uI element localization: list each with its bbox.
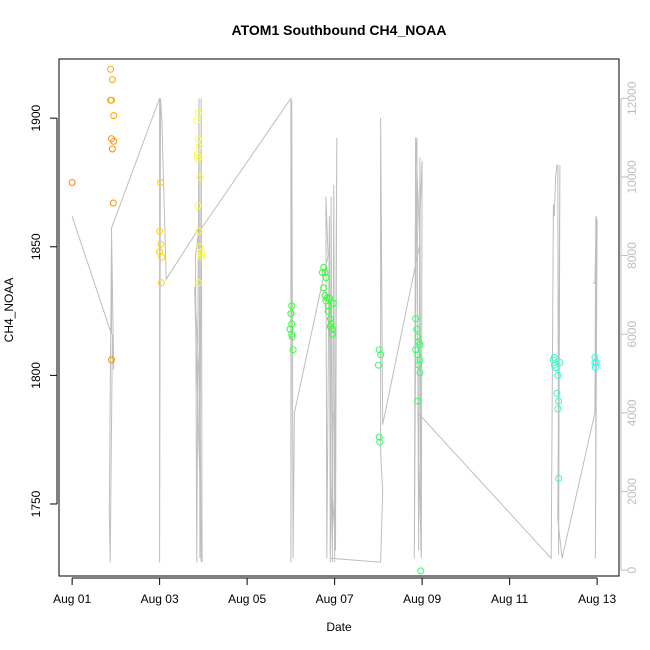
- data-point-12: [156, 227, 164, 235]
- data-point-71: [417, 567, 425, 575]
- data-point-85: [591, 364, 599, 372]
- data-point-5: [110, 112, 118, 120]
- data-point-55: [325, 294, 333, 302]
- data-point-82: [550, 353, 558, 361]
- data-point-59: [375, 433, 383, 441]
- y2-tick-label-2: 4000: [625, 399, 639, 426]
- data-point-17: [194, 109, 202, 117]
- data-point-61: [412, 315, 420, 323]
- data-point-0: [68, 179, 76, 186]
- x-tick-label-6: Aug 13: [578, 592, 616, 606]
- y-tick-label-0: 1750: [29, 490, 43, 517]
- data-point-20: [195, 143, 203, 150]
- data-point-72: [416, 341, 424, 348]
- data-point-48: [326, 315, 334, 323]
- data-point-40: [321, 269, 329, 276]
- x-tick-label-0: Aug 01: [53, 592, 91, 606]
- data-point-75: [552, 364, 560, 372]
- y2-tick-label-3: 6000: [625, 321, 639, 348]
- data-point-56: [375, 346, 383, 354]
- data-point-52: [328, 330, 336, 338]
- data-point-32: [288, 302, 296, 310]
- x-tick-label-2: Aug 05: [228, 592, 266, 606]
- data-point-25: [194, 202, 202, 210]
- y2-tick-label-5: 10000: [625, 160, 639, 194]
- data-point-8: [108, 145, 116, 153]
- data-point-67: [416, 356, 424, 364]
- data-point-38: [289, 346, 297, 354]
- data-point-62: [413, 325, 421, 333]
- y2-tick-label-4: 8000: [625, 242, 639, 269]
- data-point-36: [288, 330, 296, 338]
- data-point-1: [107, 65, 115, 73]
- data-point-70: [414, 397, 422, 405]
- data-point-23: [194, 155, 202, 163]
- data-point-81: [555, 474, 563, 482]
- data-point-30: [197, 253, 205, 261]
- data-point-27: [196, 243, 204, 251]
- data-point-57: [377, 351, 385, 359]
- x-tick-label-1: Aug 03: [141, 592, 179, 606]
- data-point-77: [553, 389, 561, 397]
- axes-layer: Aug 01 Aug 03 Aug 05 Aug 07 Aug 09 Aug 11 Aug …: [29, 58, 639, 606]
- data-point-16: [157, 279, 165, 287]
- data-point-13: [157, 240, 165, 248]
- data-point-79: [554, 405, 562, 413]
- data-point-51: [329, 299, 337, 307]
- chart-title: ATOM1 Southbound CH4_NOAA: [232, 22, 447, 38]
- data-point-33: [287, 310, 295, 318]
- data-point-3: [108, 76, 116, 84]
- x-tick-label-5: Aug 11: [491, 592, 528, 606]
- data-point-63: [414, 333, 422, 341]
- data-point-37: [288, 333, 296, 341]
- data-point-60: [376, 438, 384, 446]
- y-tick-label-1: 1800: [29, 362, 43, 389]
- data-point-58: [374, 361, 382, 369]
- data-point-54: [323, 294, 331, 302]
- data-point-7: [110, 137, 118, 145]
- y-tick-label-2: 1850: [29, 233, 43, 260]
- y2-tick-label-0: 0: [625, 566, 639, 573]
- y2-tick-label-6: 12000: [625, 81, 639, 115]
- data-point-76: [554, 371, 562, 379]
- data-point-19: [194, 135, 202, 143]
- x-axis-label: Date: [326, 620, 352, 634]
- data-point-43: [320, 284, 328, 292]
- x-tick-label-4: Aug 09: [403, 592, 441, 606]
- y-tick-label-3: 1900: [29, 104, 43, 131]
- data-point-11: [157, 179, 164, 186]
- data-point-80: [556, 359, 564, 366]
- plot-layer: [68, 65, 600, 575]
- data-point-31: [195, 279, 203, 287]
- x-tick-label-3: Aug 07: [316, 592, 354, 606]
- series-line-secondary: [71, 96, 598, 563]
- data-point-18: [193, 117, 201, 125]
- data-point-39: [320, 263, 328, 271]
- data-point-86: [591, 359, 599, 366]
- data-point-4: [108, 96, 115, 104]
- data-point-26: [195, 227, 203, 235]
- data-point-42: [318, 269, 326, 276]
- data-point-24: [196, 173, 204, 181]
- data-point-78: [555, 397, 563, 405]
- data-point-15: [158, 253, 166, 261]
- data-point-69: [416, 369, 424, 377]
- y2-tick-label-1: 2000: [625, 478, 639, 505]
- y-axis-label: CH4_NOAA: [2, 278, 16, 343]
- data-point-68: [415, 361, 423, 369]
- data-point-9: [109, 199, 117, 207]
- data-point-10: [108, 356, 115, 364]
- plot-frame: [58, 58, 620, 577]
- data-point-53: [326, 323, 334, 330]
- data-point-83: [591, 353, 599, 361]
- data-point-41: [322, 274, 330, 282]
- data-point-47: [324, 307, 332, 315]
